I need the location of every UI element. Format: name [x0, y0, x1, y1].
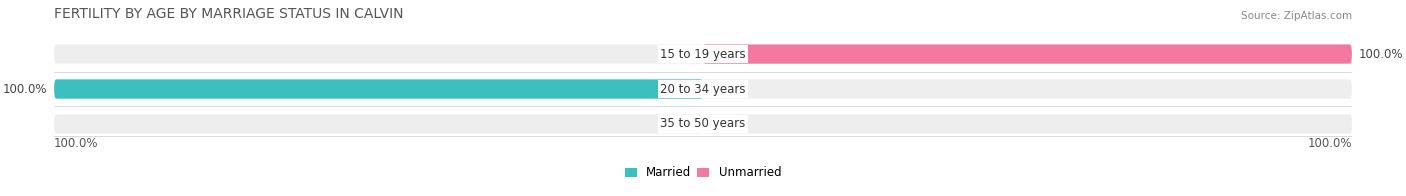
Text: 15 to 19 years: 15 to 19 years: [661, 48, 745, 61]
FancyBboxPatch shape: [703, 44, 1353, 64]
Text: FERTILITY BY AGE BY MARRIAGE STATUS IN CALVIN: FERTILITY BY AGE BY MARRIAGE STATUS IN C…: [53, 7, 404, 21]
Legend: Married, Unmarried: Married, Unmarried: [624, 166, 782, 179]
FancyBboxPatch shape: [703, 44, 1353, 64]
Text: 0.0%: 0.0%: [661, 48, 690, 61]
FancyBboxPatch shape: [53, 79, 703, 99]
Text: 35 to 50 years: 35 to 50 years: [661, 117, 745, 131]
FancyBboxPatch shape: [53, 44, 703, 64]
Text: Source: ZipAtlas.com: Source: ZipAtlas.com: [1240, 11, 1353, 21]
FancyBboxPatch shape: [703, 114, 1353, 133]
Text: 20 to 34 years: 20 to 34 years: [661, 83, 745, 95]
FancyBboxPatch shape: [53, 114, 703, 133]
FancyBboxPatch shape: [703, 79, 1353, 99]
FancyBboxPatch shape: [53, 79, 703, 99]
Text: 100.0%: 100.0%: [53, 137, 98, 150]
Text: 100.0%: 100.0%: [1358, 48, 1403, 61]
Text: 0.0%: 0.0%: [716, 117, 745, 131]
Text: 0.0%: 0.0%: [661, 117, 690, 131]
Text: 100.0%: 100.0%: [3, 83, 48, 95]
Text: 100.0%: 100.0%: [1308, 137, 1353, 150]
Text: 0.0%: 0.0%: [716, 83, 745, 95]
